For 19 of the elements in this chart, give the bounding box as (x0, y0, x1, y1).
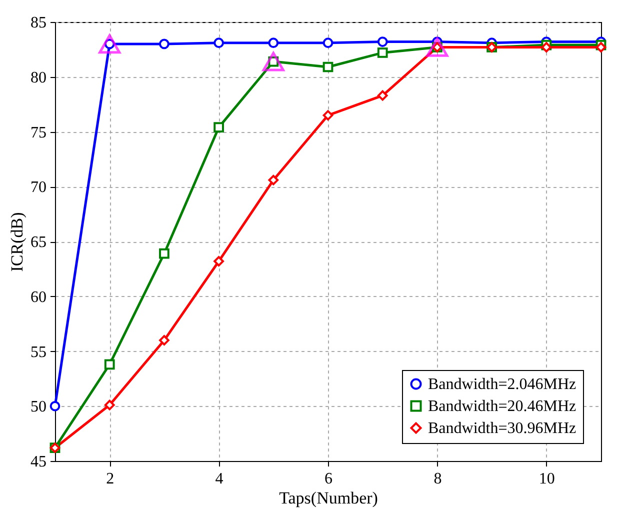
y-tick-label: 80 (30, 69, 46, 86)
x-axis-title: Taps(Number) (279, 488, 378, 508)
x-tick-label: 6 (324, 470, 332, 488)
y-tick-label: 75 (30, 124, 46, 142)
y-axis-title: ICR(dB) (8, 212, 26, 272)
legend-label: Bandwidth=2.046MHz (428, 376, 576, 393)
x-tick-label: 8 (434, 470, 442, 488)
y-tick-label: 50 (30, 398, 46, 416)
y-tick-label: 45 (30, 454, 46, 470)
y-tick-label: 55 (30, 344, 46, 361)
x-tick-label: 4 (215, 470, 224, 488)
y-tick-label: 70 (30, 179, 46, 196)
legend-label: Bandwidth=30.96MHz (428, 420, 576, 437)
y-tick-label: 60 (30, 288, 46, 306)
y-tick-label: 65 (30, 234, 46, 251)
x-tick-label: 2 (106, 470, 114, 488)
x-tick-label: 10 (538, 470, 555, 488)
y-tick-label: 85 (30, 14, 46, 32)
legend-label: Bandwidth=20.46MHz (428, 398, 576, 415)
